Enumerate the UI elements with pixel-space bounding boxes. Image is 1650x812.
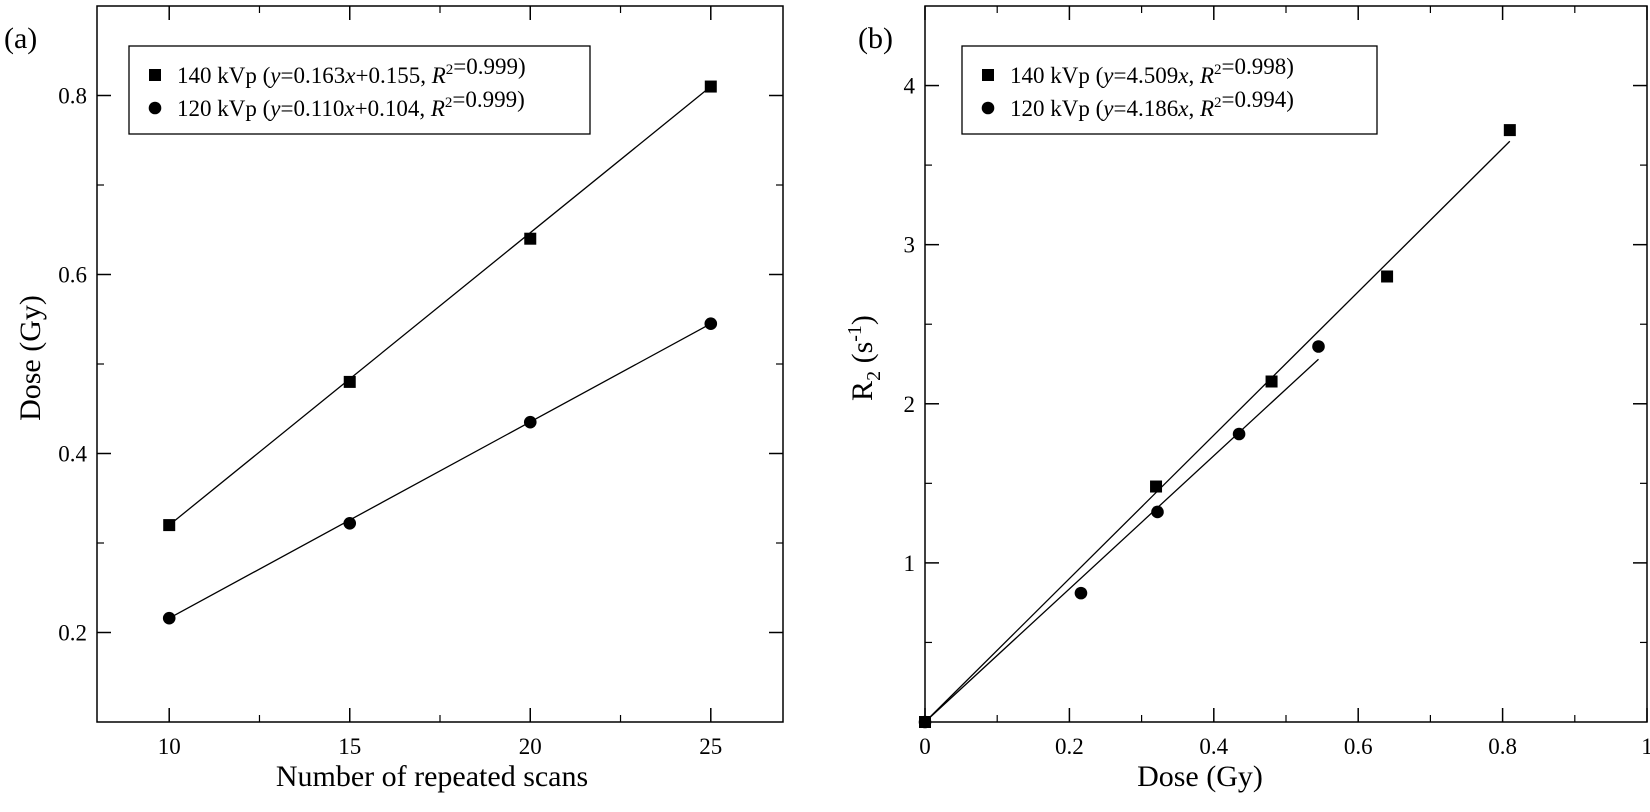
legend-marker-square xyxy=(149,69,161,81)
x-tick-label: 25 xyxy=(699,734,722,759)
chart-panel-b: 0 0.2 0.4 0.6 0.8 1 1 2 3 4 (b) Dose (Gy) R2 (s-1) 14… xyxy=(844,5,1650,793)
legend-marker-circle xyxy=(981,101,995,115)
data-point-circle xyxy=(918,715,932,729)
data-point-square xyxy=(1381,270,1394,283)
x-tick-label: 0.6 xyxy=(1344,734,1373,759)
data-point-square xyxy=(1503,124,1516,137)
y-tick-label: 2 xyxy=(904,392,916,417)
legend-entry: 120 kVp (y=0.110x+0.104, R2=0.999) xyxy=(177,87,525,121)
data-point-circle xyxy=(1074,586,1088,600)
x-tick-label: 20 xyxy=(519,734,542,759)
legend-entry: 140 kVp (y=4.509x, R2=0.998) xyxy=(1010,54,1294,88)
chart-panel-a: 10 15 20 25 0.2 0.4 0.6 0.8 (a) Number of repeate… xyxy=(4,5,784,793)
y-tick-label: 0.2 xyxy=(58,621,87,646)
data-point-square xyxy=(704,80,717,93)
fit-line-circle xyxy=(924,358,1319,723)
legend-box xyxy=(961,45,1378,135)
data-point-circle xyxy=(162,611,176,625)
data-point-square xyxy=(343,375,356,388)
legend-marker-circle xyxy=(148,101,162,115)
y-tick-label: 0.8 xyxy=(58,84,87,109)
x-tick-label: 10 xyxy=(158,734,181,759)
data-point-circle xyxy=(1232,427,1246,441)
y-tick-label: 0.4 xyxy=(58,442,87,467)
y-tick-label: 4 xyxy=(904,74,916,99)
fit-line-square xyxy=(924,140,1511,723)
data-point-square xyxy=(163,519,176,532)
data-point-square xyxy=(524,232,537,245)
data-point-square xyxy=(1265,375,1278,388)
panel-label: (b) xyxy=(858,22,893,55)
legend: 140 kVp (y=0.163x+0.155, R2=0.999)120 kV… xyxy=(128,45,591,135)
x-tick-label: 0.8 xyxy=(1488,734,1517,759)
data-point-circle xyxy=(1151,505,1164,519)
x-axis-label: Number of repeated scans xyxy=(276,760,588,793)
x-tick-label: 0.2 xyxy=(1055,734,1084,759)
fit-line-square xyxy=(168,86,712,526)
data-point-circle xyxy=(343,517,357,530)
data-point-circle xyxy=(1312,340,1325,353)
data-point-circle xyxy=(704,317,718,331)
x-tick-label: 0.4 xyxy=(1199,734,1228,759)
x-tick-label: 1 xyxy=(1641,734,1650,759)
y-tick-label: 0.6 xyxy=(58,263,87,288)
data-point-square xyxy=(1150,480,1163,493)
y-tick-label: 3 xyxy=(904,233,916,258)
panel-label: (a) xyxy=(4,22,37,55)
y-axis-label: R2 (s-1) xyxy=(844,315,885,401)
x-tick-label: 15 xyxy=(338,734,361,759)
x-tick-label: 0 xyxy=(919,734,931,759)
legend-box xyxy=(128,45,591,135)
legend: 140 kVp (y=4.509x, R2=0.998)120 kVp (y=4… xyxy=(961,45,1378,135)
y-tick-label: 1 xyxy=(904,551,916,576)
x-axis-label: Dose (Gy) xyxy=(1137,760,1263,793)
y-axis-label: Dose (Gy) xyxy=(14,295,47,421)
fit-line-circle xyxy=(168,323,712,619)
data-point-circle xyxy=(523,415,537,429)
legend-marker-square xyxy=(982,69,994,81)
legend-entry: 120 kVp (y=4.186x, R2=0.994) xyxy=(1010,87,1294,121)
legend-entry: 140 kVp (y=0.163x+0.155, R2=0.999) xyxy=(177,54,526,88)
